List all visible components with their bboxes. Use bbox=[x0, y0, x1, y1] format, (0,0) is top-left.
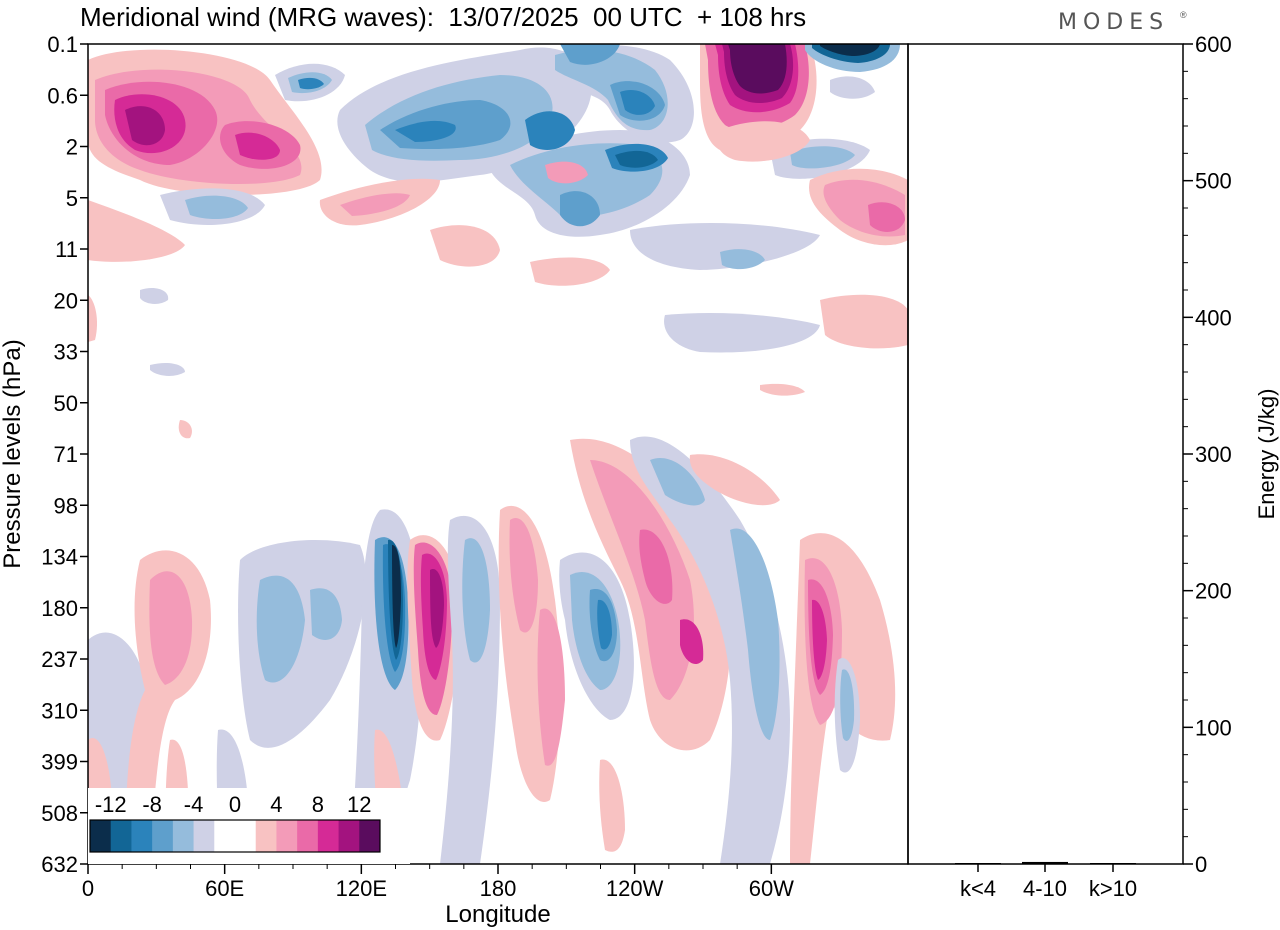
colorbar: -12 -8 -4 0 4 8 12 bbox=[88, 788, 410, 864]
x-tick-label: 0 bbox=[82, 876, 94, 901]
y-tick-label: 5 bbox=[66, 186, 78, 211]
colorbar-label: 0 bbox=[229, 792, 241, 817]
x-tick-label: 120E bbox=[336, 876, 387, 901]
energy-tick-label: 500 bbox=[1195, 169, 1232, 194]
y-axis-pressure: 0.1 0.6 2 5 11 20 33 50 71 98 134 180 237 310 399 508 63… bbox=[41, 32, 88, 877]
energy-tick-label: 200 bbox=[1195, 579, 1232, 604]
colorbar-swatch bbox=[90, 820, 112, 852]
colorbar-swatch bbox=[193, 820, 215, 852]
colorbar-swatch bbox=[297, 820, 319, 852]
energy-tick-label: 400 bbox=[1195, 305, 1232, 330]
x-axis-label: Longitude bbox=[445, 901, 550, 928]
y-tick-label: 20 bbox=[54, 288, 78, 313]
y-tick-label: 33 bbox=[54, 340, 78, 365]
y-tick-label: 632 bbox=[41, 852, 78, 877]
colorbar-swatches bbox=[90, 820, 381, 852]
energy-tick-label: 0 bbox=[1195, 852, 1207, 877]
y-tick-label: 134 bbox=[41, 545, 78, 570]
colorbar-label: 4 bbox=[270, 792, 282, 817]
y-tick-label: 98 bbox=[54, 493, 78, 518]
colorbar-swatch bbox=[214, 820, 236, 852]
y-tick-label: 310 bbox=[41, 698, 78, 723]
colorbar-label: 8 bbox=[312, 792, 324, 817]
colorbar-frame bbox=[89, 819, 381, 853]
energy-bar bbox=[1090, 863, 1136, 864]
colorbar-swatch bbox=[235, 820, 257, 852]
energy-tick-label: 100 bbox=[1195, 715, 1232, 740]
contour-middle bbox=[88, 288, 908, 439]
x-tick-label: 120W bbox=[606, 876, 664, 901]
colorbar-swatch bbox=[276, 820, 298, 852]
colorbar-swatch bbox=[359, 820, 381, 852]
y-tick-label: 180 bbox=[41, 596, 78, 621]
colorbar-swatch bbox=[172, 820, 195, 852]
energy-bar bbox=[955, 863, 1001, 864]
contour-negative-upper-middle bbox=[160, 44, 694, 237]
meridional-wind-field bbox=[88, 44, 908, 864]
colorbar-swatch bbox=[255, 820, 277, 852]
colorbar-swatch bbox=[110, 820, 132, 852]
x-tick-label: 180 bbox=[480, 876, 517, 901]
colorbar-swatch bbox=[338, 820, 360, 852]
y-tick-label: 50 bbox=[54, 391, 78, 416]
energy-category-label: 4-10 bbox=[1023, 876, 1067, 901]
y-tick-label: 71 bbox=[54, 442, 78, 467]
x-tick-label: 60W bbox=[749, 876, 794, 901]
energy-plot-frame bbox=[907, 43, 1184, 865]
colorbar-swatch bbox=[317, 820, 340, 852]
y-tick-label: 11 bbox=[55, 237, 78, 262]
y-tick-label: 0.6 bbox=[47, 83, 78, 108]
energy-tick-label: 600 bbox=[1195, 32, 1232, 57]
contour-positive-upper-left bbox=[88, 49, 322, 262]
x-axis-longitude: 0 60E 120E 180 120W 60W bbox=[82, 864, 794, 901]
energy-category-label: k>10 bbox=[1089, 876, 1137, 901]
energy-axis-label: Energy (J/kg) bbox=[1254, 389, 1279, 520]
y-axis-energy: 0 100 200 300 400 500 600 bbox=[1183, 32, 1232, 877]
energy-bar bbox=[1022, 861, 1068, 864]
y-axis-label: Pressure levels (hPa) bbox=[0, 339, 26, 568]
colorbar-swatch bbox=[152, 820, 174, 852]
colorbar-label: -4 bbox=[184, 792, 204, 817]
brand-logo: MODES bbox=[1058, 10, 1170, 35]
contour-upper-right bbox=[319, 44, 908, 286]
y-tick-label: 0.1 bbox=[47, 32, 78, 57]
y-tick-label: 399 bbox=[41, 750, 78, 775]
x-tick-label: 60E bbox=[205, 876, 244, 901]
contour-lower bbox=[88, 436, 896, 864]
y-tick-label: 508 bbox=[41, 801, 78, 826]
colorbar-labels: -12 -8 -4 0 4 8 12 bbox=[95, 792, 372, 817]
colorbar-label: 12 bbox=[347, 792, 371, 817]
colorbar-swatch bbox=[131, 820, 153, 852]
chart-title: Meridional wind (MRG waves): 13/07/2025 … bbox=[80, 2, 807, 32]
energy-tick-label: 300 bbox=[1195, 442, 1232, 467]
energy-bars: k<4 4-10 k>10 bbox=[955, 861, 1137, 901]
y-tick-label: 2 bbox=[66, 135, 78, 160]
brand-registered-mark: ® bbox=[1180, 10, 1187, 20]
colorbar-label: -12 bbox=[95, 792, 127, 817]
energy-category-label: k<4 bbox=[960, 876, 996, 901]
y-tick-label: 237 bbox=[41, 647, 78, 672]
colorbar-label: -8 bbox=[142, 792, 162, 817]
